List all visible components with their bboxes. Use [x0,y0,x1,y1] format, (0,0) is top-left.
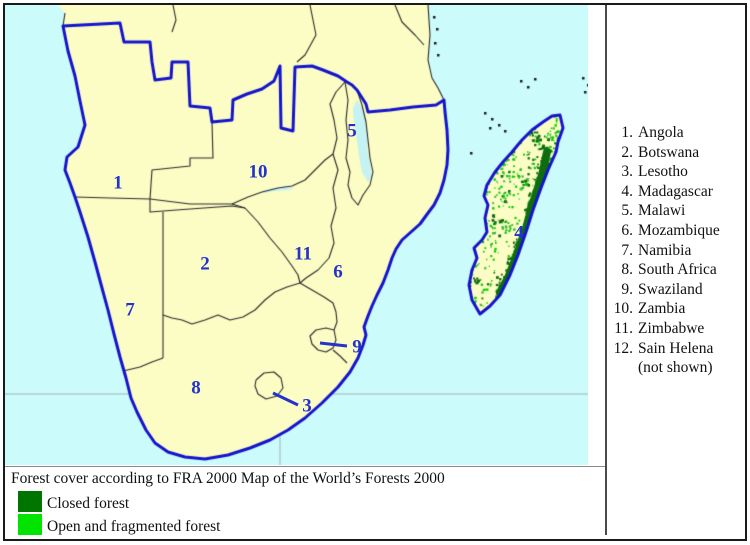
country-number-label-7: 7 [125,299,135,321]
country-name: Madagascar [638,182,713,200]
country-number: 8. [621,261,633,279]
country-number: 5. [621,202,633,220]
legend-row-closed-forest: Closed forest [18,491,129,512]
country-name: (not shown) [638,359,713,377]
country-number: 9. [621,280,633,298]
country-list-item: 11. Zimbabwe [607,320,743,340]
country-name: Namibia [638,241,692,259]
country-number-label-1: 1 [113,172,123,194]
open-forest-swatch [18,514,42,535]
country-list-item: 3. Lesotho [607,163,743,183]
country-name: Botswana [638,143,700,161]
country-number: 7. [621,241,633,259]
country-number-label-11: 11 [294,243,312,265]
country-list-item: 12. Sain Helena [607,340,743,360]
country-number: 1. [621,124,633,141]
country-number-label-10: 10 [248,161,268,183]
country-number-label-5: 5 [347,120,357,142]
country-number-label-3: 3 [302,395,312,417]
country-name: Angola [638,124,684,141]
panel-divider [605,5,607,535]
open-forest-label: Open and fragmented forest [47,517,221,535]
country-number-label-8: 8 [191,377,201,399]
country-name: Lesotho [638,163,688,181]
country-key-panel: 1. Angola 2. Botswana 3. Lesotho 4. Madagascar 5… [607,5,743,535]
country-name: South Africa [638,261,717,279]
country-name: Swaziland [638,280,703,298]
country-name: Sain Helena [638,339,714,357]
legend-row-open-forest: Open and fragmented forest [18,514,220,535]
closed-forest-swatch [18,491,42,512]
country-list-item: 4. Madagascar [607,183,743,203]
country-number-label-9: 9 [352,336,362,358]
country-number: 12. [613,339,633,357]
map-pane: 1 2 3 4 5 6 7 8 9 10 11 Forest cover according to … [5,5,605,536]
country-number: 4. [621,182,633,200]
country-list-item: 5. Malawi [607,202,743,222]
country-number: 10. [613,300,633,318]
country-list-item: 10. Zambia [607,300,743,320]
country-number: 2. [621,143,633,161]
legend-title: Forest cover according to FRA 2000 Map o… [11,470,445,487]
southern-africa-forest-map [5,5,588,465]
country-number: 3. [621,163,633,181]
country-name: Zambia [638,300,686,318]
country-number-label-6: 6 [333,261,343,283]
map-legend: Forest cover according to FRA 2000 Map o… [5,466,605,536]
figure-frame: 1 2 3 4 5 6 7 8 9 10 11 Forest cover according to … [3,3,747,541]
country-name: Malawi [638,202,686,220]
country-legend-list: 1. Angola 2. Botswana 3. Lesotho 4. Madagascar 5… [607,124,743,379]
country-list-item: 8. South Africa [607,261,743,281]
country-number-label-2: 2 [200,253,210,275]
country-name: Mozambique [638,221,720,239]
country-number: 11. [614,319,633,337]
closed-forest-label: Closed forest [47,494,130,512]
country-list-item: 1. Angola [607,124,743,144]
country-number: 6. [621,221,633,239]
country-number-label-4: 4 [514,222,524,244]
country-list-item: (not shown) [607,359,743,379]
country-name: Zimbabwe [638,319,705,337]
country-list-item: 2. Botswana [607,144,743,164]
country-list-item: 9. Swaziland [607,281,743,301]
country-list-item: 7. Namibia [607,242,743,262]
country-list-item: 6. Mozambique [607,222,743,242]
